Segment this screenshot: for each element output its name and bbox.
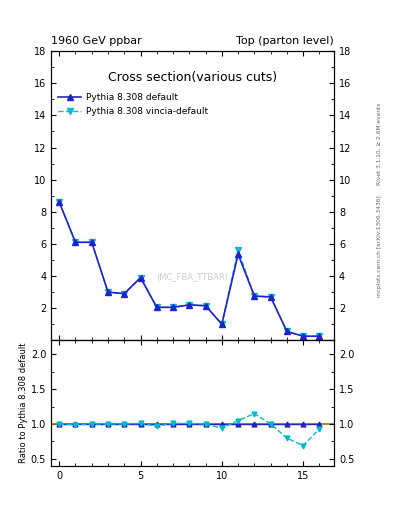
Text: Top (parton level): Top (parton level) bbox=[236, 36, 334, 46]
Legend: Pythia 8.308 default, Pythia 8.308 vincia-default: Pythia 8.308 default, Pythia 8.308 vinci… bbox=[59, 93, 208, 116]
Text: (MC_FBA_TTBAR): (MC_FBA_TTBAR) bbox=[156, 272, 229, 281]
Text: Rivet 3.1.10, ≥ 2.6M events: Rivet 3.1.10, ≥ 2.6M events bbox=[377, 102, 382, 184]
Text: mcplots.cern.ch [arXiv:1306.3436]: mcplots.cern.ch [arXiv:1306.3436] bbox=[377, 195, 382, 296]
Y-axis label: Ratio to Pythia 8.308 default: Ratio to Pythia 8.308 default bbox=[19, 343, 28, 463]
Text: 1960 GeV ppbar: 1960 GeV ppbar bbox=[51, 36, 142, 46]
Text: Cross section(various cuts): Cross section(various cuts) bbox=[108, 72, 277, 84]
